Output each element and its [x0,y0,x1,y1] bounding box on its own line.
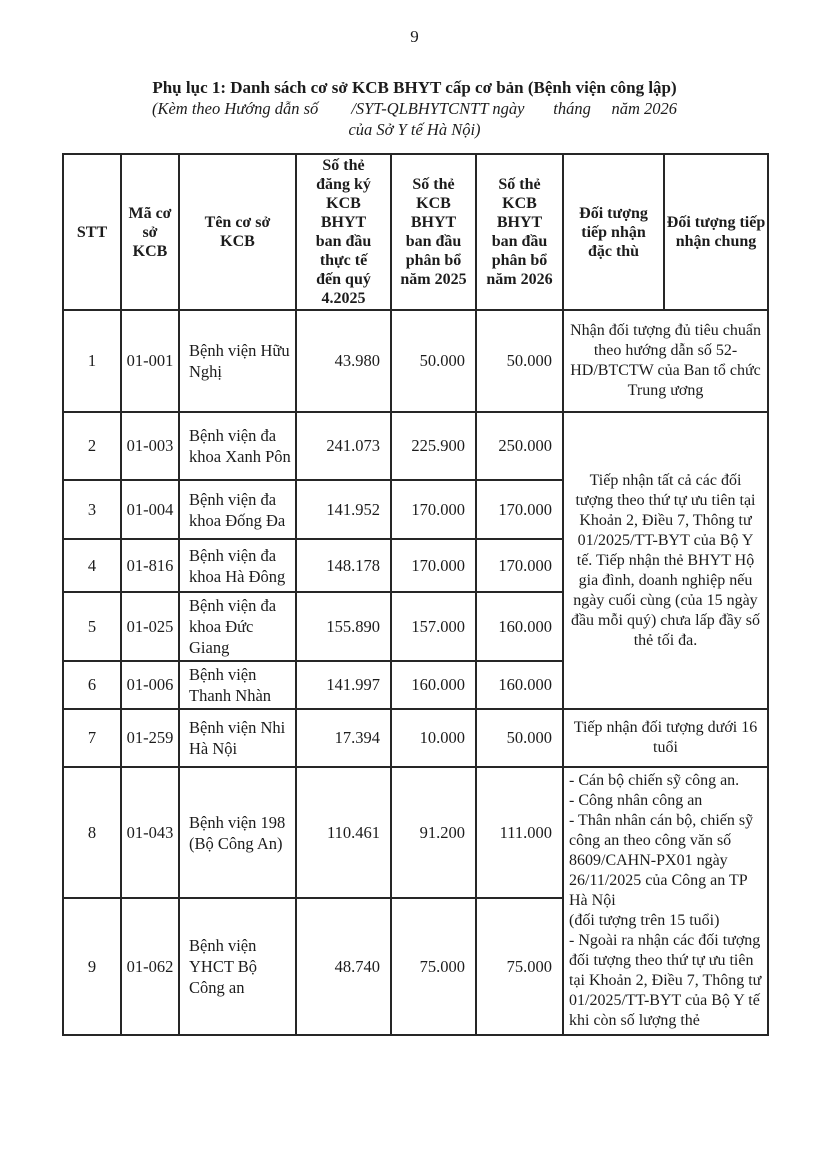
facility-name-cell: Bệnh viện Nhi Hà Nội [178,708,297,768]
registered-cards-cell: 148.178 [295,538,392,593]
facility-name-cell: Bệnh viện 198 (Bộ Công An) [178,765,297,900]
table-row: 9 01-062 Bệnh viện YHCT Bộ Công an 48.74… [62,897,768,1036]
registered-cards-cell: 141.997 [295,660,392,710]
table-row: 3 01-004 Bệnh viện đa khoa Đống Đa 141.9… [62,479,768,540]
allocated-2026-cell: 50.000 [475,309,564,413]
document-subtitle-line2: của Sở Y tế Hà Nội) [348,120,481,139]
allocated-2025-cell: 50.000 [390,309,477,413]
allocated-2026-cell: 160.000 [475,660,564,710]
registered-cards-cell: 48.740 [295,897,392,1036]
header-allocated-2025: Số thẻ KCB BHYT ban đầu phân bổ năm 2025 [390,153,477,311]
allocated-2025-cell: 157.000 [390,591,477,662]
registered-cards-cell: 241.073 [295,411,392,481]
allocated-2025-cell: 75.000 [390,897,477,1036]
header-registered-cards: Số thẻ đăng ký KCB BHYT ban đầu thực tế … [295,153,392,311]
allocated-2026-cell: 50.000 [475,708,564,768]
page-number: 9 [410,27,419,46]
header-general-recipients: Đối tượng tiếp nhận chung [663,153,769,311]
header-facility-name: Tên cơ sở KCB [178,153,297,311]
facility-code-cell: 01-816 [120,538,180,593]
stt-cell: 9 [62,897,122,1036]
registered-cards-cell: 110.461 [295,765,392,900]
note-cell-rows2to6: Tiếp nhận tất cả các đối tượng theo thứ … [562,411,769,710]
allocated-2025-cell: 10.000 [390,708,477,768]
allocated-2026-cell: 170.000 [475,479,564,540]
registered-cards-cell: 155.890 [295,591,392,662]
stt-cell: 6 [62,660,122,710]
note-cell-row1: Nhận đối tượng đủ tiêu chuẩn theo hướng … [562,309,769,413]
header-special-recipients: Đối tượng tiếp nhận đặc thù [562,153,665,311]
stt-cell: 5 [62,591,122,662]
facility-code-cell: 01-025 [120,591,180,662]
facility-name-cell: Bệnh viện Hữu Nghị [178,309,297,413]
table-row: 4 01-816 Bệnh viện đa khoa Hà Đông 148.1… [62,538,768,593]
facility-code-cell: 01-062 [120,897,180,1036]
allocated-2025-cell: 225.900 [390,411,477,481]
facility-table: STT Mã cơ sở KCB Tên cơ sở KCB Số thẻ đă… [62,153,769,1036]
table-row: 1 01-001 Bệnh viện Hữu Nghị 43.980 50.00… [62,309,769,413]
allocated-2026-cell: 170.000 [475,538,564,593]
facility-name-cell: Bệnh viện YHCT Bộ Công an [178,897,297,1036]
header-stt: STT [62,153,122,311]
stt-cell: 1 [62,309,122,413]
facility-name-cell: Bệnh viện đa khoa Đống Đa [178,479,297,540]
registered-cards-cell: 17.394 [295,708,392,768]
header-allocated-2026: Số thẻ KCB BHYT ban đầu phân bổ năm 2026 [475,153,564,311]
table-row: 5 01-025 Bệnh viện đa khoa Đức Giang 155… [62,591,768,662]
facility-code-cell: 01-043 [120,765,180,900]
facility-code-cell: 01-004 [120,479,180,540]
allocated-2025-cell: 91.200 [390,765,477,900]
facility-name-cell: Bệnh viện đa khoa Xanh Pôn [178,411,297,481]
allocated-2026-cell: 250.000 [475,411,564,481]
document-title: Phụ lục 1: Danh sách cơ sở KCB BHYT cấp … [152,78,677,97]
facility-name-cell: Bệnh viện đa khoa Hà Đông [178,538,297,593]
facility-code-cell: 01-001 [120,309,180,413]
facility-name-cell: Bệnh viện Thanh Nhàn [178,660,297,710]
allocated-2025-cell: 170.000 [390,479,477,540]
allocated-2025-cell: 170.000 [390,538,477,593]
allocated-2026-cell: 111.000 [475,765,564,900]
stt-cell: 4 [62,538,122,593]
table-row: 2 01-003 Bệnh viện đa khoa Xanh Pôn 241.… [62,411,769,710]
stt-cell: 3 [62,479,122,540]
registered-cards-cell: 43.980 [295,309,392,413]
table-row: 8 01-043 Bệnh viện 198 (Bộ Công An) 110.… [62,765,769,1036]
document-subtitle-line1: (Kèm theo Hướng dẫn số /SYT-QLBHYTCNTT n… [151,99,678,118]
table-row: 6 01-006 Bệnh viện Thanh Nhàn 141.997 16… [62,660,768,710]
stt-cell: 2 [62,411,122,481]
table-row: 7 01-259 Bệnh viện Nhi Hà Nội 17.394 10.… [62,708,769,768]
table-header-row: STT Mã cơ sở KCB Tên cơ sở KCB Số thẻ đă… [62,153,769,311]
allocated-2025-cell: 160.000 [390,660,477,710]
facility-code-cell: 01-003 [120,411,180,481]
note-cell-rows8to9: - Cán bộ chiến sỹ công an. - Công nhân c… [562,766,769,1036]
registered-cards-cell: 141.952 [295,479,392,540]
facility-name-cell: Bệnh viện đa khoa Đức Giang [178,591,297,662]
allocated-2026-cell: 160.000 [475,591,564,662]
facility-code-cell: 01-259 [120,708,180,768]
allocated-2026-cell: 75.000 [475,897,564,1036]
note-cell-row7: Tiếp nhận đối tượng dưới 16 tuổi [562,708,769,768]
stt-cell: 7 [62,708,122,768]
facility-code-cell: 01-006 [120,660,180,710]
header-facility-code: Mã cơ sở KCB [120,153,180,311]
stt-cell: 8 [62,765,122,900]
